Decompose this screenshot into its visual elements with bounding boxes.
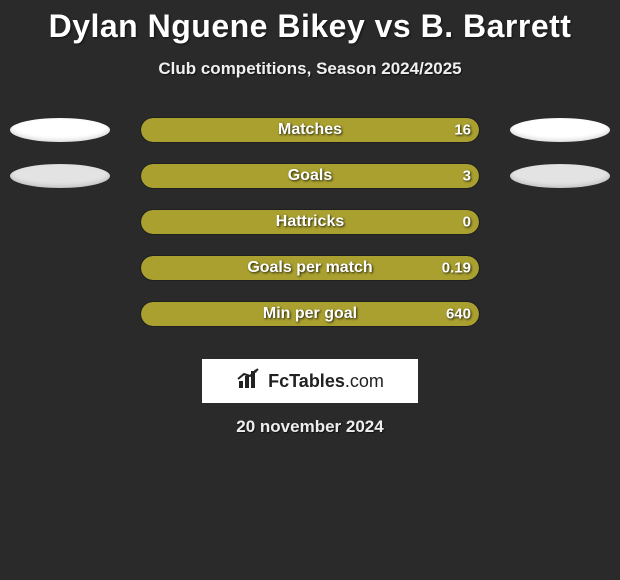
metric-bar: Goals per match 0.19 <box>140 255 480 281</box>
bar-right-fill <box>310 164 479 188</box>
metric-label: Matches <box>278 121 342 139</box>
metric-row: Hattricks 0 <box>0 199 620 245</box>
logo-domain: .com <box>345 371 384 391</box>
metric-row: Min per goal 640 <box>0 291 620 337</box>
bar-chart-icon <box>236 367 264 396</box>
metric-bar: Matches 16 <box>140 117 480 143</box>
metric-label: Min per goal <box>263 305 357 323</box>
metric-bar: Min per goal 640 <box>140 301 480 327</box>
metric-value-right: 16 <box>454 122 471 139</box>
page-title: Dylan Nguene Bikey vs B. Barrett <box>0 0 620 45</box>
metric-value-right: 0.19 <box>442 260 471 277</box>
metric-label: Goals per match <box>247 259 372 277</box>
metric-row: Matches 16 <box>0 107 620 153</box>
player-left-badge <box>10 164 110 188</box>
logo-text: FcTables.com <box>268 371 384 392</box>
metric-bar: Goals 3 <box>140 163 480 189</box>
metric-label: Hattricks <box>276 213 344 231</box>
metric-value-right: 3 <box>463 168 471 185</box>
metric-value-right: 0 <box>463 214 471 231</box>
player-right-badge <box>510 164 610 188</box>
comparison-chart: Matches 16 Goals 3 Hattricks 0 Goals per match… <box>0 107 620 337</box>
player-left-badge <box>10 118 110 142</box>
logo-badge: FcTables.com <box>202 359 418 403</box>
metric-bar: Hattricks 0 <box>140 209 480 235</box>
bar-left-fill <box>141 164 310 188</box>
metric-row: Goals per match 0.19 <box>0 245 620 291</box>
player-right-badge <box>510 118 610 142</box>
metric-value-right: 640 <box>446 306 471 323</box>
page-subtitle: Club competitions, Season 2024/2025 <box>0 59 620 79</box>
logo-brand: FcTables <box>268 371 345 391</box>
date-text: 20 november 2024 <box>0 417 620 437</box>
metric-label: Goals <box>288 167 332 185</box>
metric-row: Goals 3 <box>0 153 620 199</box>
